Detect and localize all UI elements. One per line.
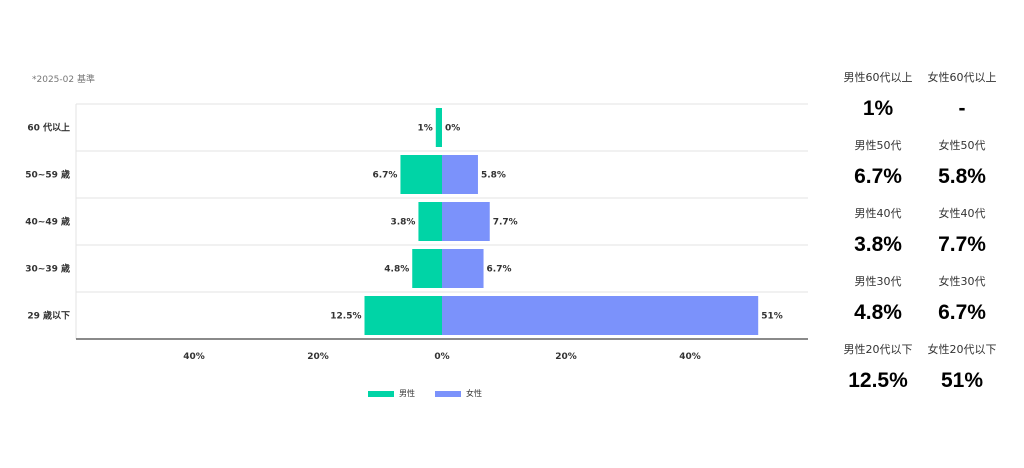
summary-label: 女性30代	[938, 275, 986, 288]
bar-male	[412, 249, 442, 288]
x-tick-label: 0%	[434, 352, 449, 362]
bar-male	[435, 108, 442, 147]
summary-value: 4.8%	[854, 301, 902, 324]
summary-value: -	[958, 97, 966, 120]
summary-label: 男性30代	[854, 275, 902, 288]
summary-cell-female-20s: 女性20代以下 51%	[920, 342, 1004, 410]
summary-row-30s: 男性30代 4.8% 女性30代 6.7%	[836, 274, 1016, 342]
summary-row-40s: 男性40代 3.8% 女性40代 7.7%	[836, 206, 1016, 274]
bar-female	[442, 155, 478, 194]
summary-panel: 男性60代以上 1% 女性60代以上 - 男性50代 6.7% 女性50代 5.…	[836, 70, 1016, 410]
data-label-female: 51%	[761, 312, 783, 322]
bar-female	[442, 249, 484, 288]
bar-female	[442, 202, 490, 241]
bar-male	[364, 296, 442, 335]
legend-item-female[interactable]: 女性	[435, 388, 482, 399]
category-label: 60 代以上	[27, 122, 70, 134]
legend-swatch-female	[435, 390, 461, 397]
category-label: 40~49 歳	[25, 216, 70, 228]
population-pyramid-chart: 60 代以上 1% 0% 50~59 歳 6.7% 5.8% 40~49 歳 3.8% 7.7%…	[25, 103, 808, 362]
x-tick-label: 20%	[307, 352, 329, 362]
summary-cell-female-50s: 女性50代 5.8%	[920, 138, 1004, 206]
data-label-male: 12.5%	[330, 312, 361, 322]
summary-label: 女性60代以上	[927, 71, 997, 84]
summary-value: 5.8%	[938, 165, 986, 188]
summary-cell-female-60s: 女性60代以上 -	[920, 70, 1004, 138]
summary-label: 女性50代	[938, 139, 986, 152]
summary-value: 6.7%	[854, 165, 902, 188]
summary-value: 6.7%	[938, 301, 986, 324]
category-label: 30~39 歳	[25, 263, 70, 275]
summary-label: 女性40代	[938, 207, 986, 220]
summary-label: 男性20代以下	[843, 343, 913, 356]
legend-item-male[interactable]: 男性	[368, 388, 415, 399]
summary-row-60s: 男性60代以上 1% 女性60代以上 -	[836, 70, 1016, 138]
data-label-female: 6.7%	[487, 265, 512, 275]
summary-row-20s: 男性20代以下 12.5% 女性20代以下 51%	[836, 342, 1016, 410]
data-label-female: 0%	[445, 124, 460, 134]
data-label-male: 4.8%	[384, 265, 409, 275]
summary-value: 7.7%	[938, 233, 986, 256]
bar-male	[418, 202, 442, 241]
summary-cell-female-30s: 女性30代 6.7%	[920, 274, 1004, 342]
summary-label: 女性20代以下	[927, 343, 997, 356]
legend-label-male: 男性	[399, 389, 415, 398]
summary-cell-male-20s: 男性20代以下 12.5%	[836, 342, 920, 410]
summary-label: 男性40代	[854, 207, 902, 220]
summary-cell-female-40s: 女性40代 7.7%	[920, 206, 1004, 274]
x-tick-label: 40%	[183, 352, 205, 362]
chart-legend: 男性 女性	[368, 388, 482, 399]
summary-value: 1%	[862, 97, 894, 120]
category-label: 29 歳以下	[27, 310, 70, 322]
summary-cell-male-40s: 男性40代 3.8%	[836, 206, 920, 274]
data-label-female: 5.8%	[481, 171, 506, 181]
x-tick-label: 40%	[679, 352, 701, 362]
summary-cell-male-60s: 男性60代以上 1%	[836, 70, 920, 138]
summary-value: 51%	[940, 369, 984, 392]
basis-date-note: *2025-02 基準	[32, 75, 95, 85]
summary-cell-male-30s: 男性30代 4.8%	[836, 274, 920, 342]
summary-cell-male-50s: 男性50代 6.7%	[836, 138, 920, 206]
data-label-male: 6.7%	[372, 171, 397, 181]
summary-value: 12.5%	[848, 369, 908, 392]
summary-label: 男性50代	[854, 139, 902, 152]
bar-male	[400, 155, 442, 194]
legend-label-female: 女性	[466, 389, 482, 398]
data-label-male: 3.8%	[390, 218, 415, 228]
bar-female	[442, 296, 759, 335]
summary-value: 3.8%	[854, 233, 902, 256]
legend-swatch-male	[368, 390, 394, 397]
data-label-female: 7.7%	[493, 218, 518, 228]
summary-row-50s: 男性50代 6.7% 女性50代 5.8%	[836, 138, 1016, 206]
category-label: 50~59 歳	[25, 169, 70, 181]
x-tick-label: 20%	[555, 352, 577, 362]
summary-label: 男性60代以上	[843, 71, 913, 84]
data-label-male: 1%	[418, 124, 433, 134]
